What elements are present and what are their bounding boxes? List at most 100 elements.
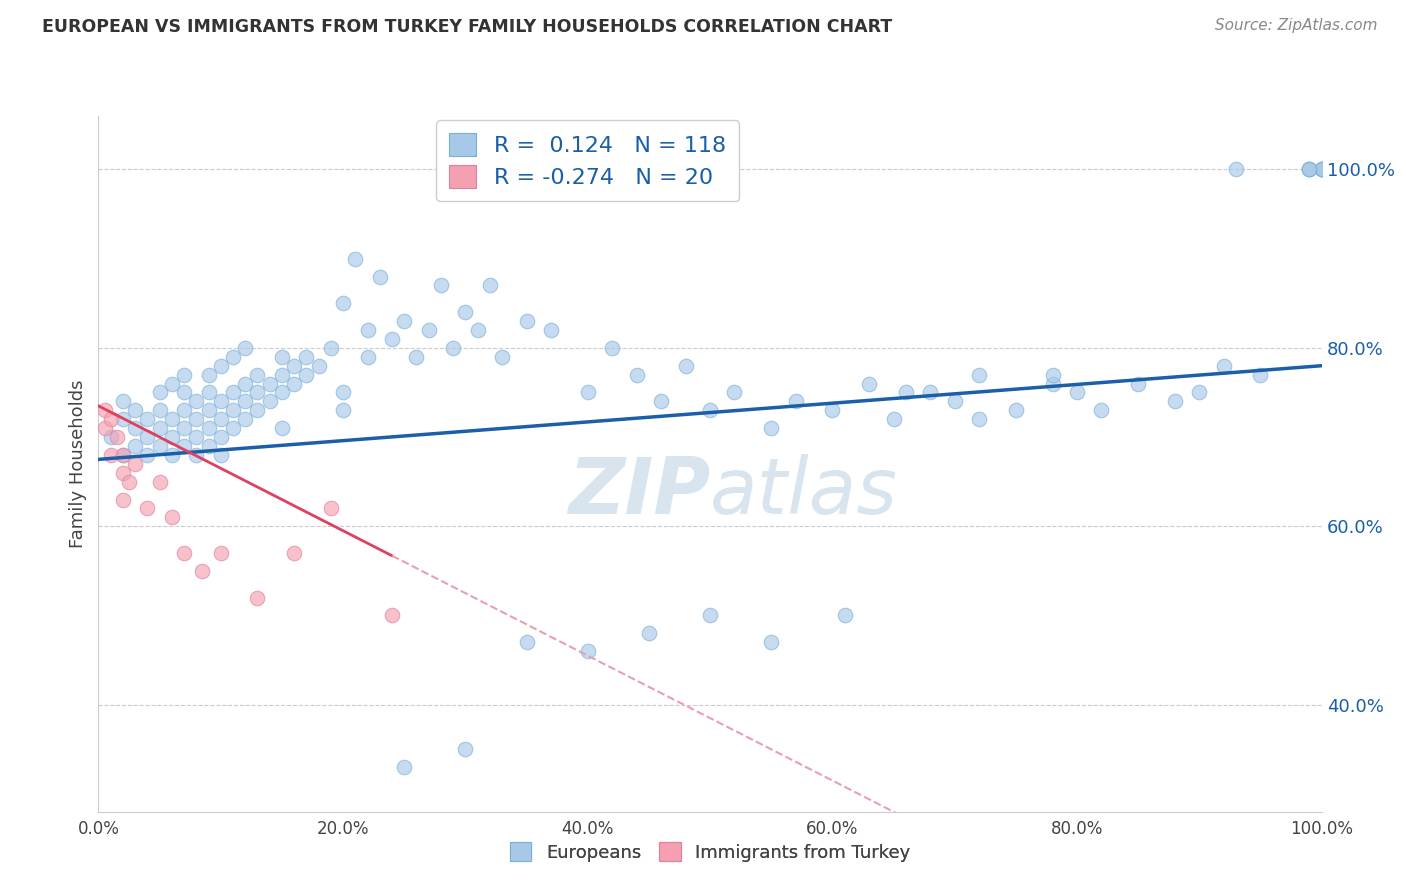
Point — [785, 394, 807, 409]
Point — [222, 403, 245, 417]
Point — [136, 430, 159, 444]
Point — [1090, 403, 1112, 417]
Point — [186, 394, 208, 409]
Point — [149, 439, 172, 453]
Point — [626, 368, 648, 382]
Text: Source: ZipAtlas.com: Source: ZipAtlas.com — [1215, 18, 1378, 33]
Point — [149, 475, 172, 489]
Point — [173, 403, 195, 417]
Point — [454, 305, 477, 319]
Point — [124, 457, 146, 471]
Point — [246, 403, 269, 417]
Point — [160, 412, 183, 426]
Point — [920, 385, 942, 400]
Point — [209, 546, 232, 560]
Point — [1128, 376, 1150, 391]
Point — [638, 626, 661, 640]
Point — [160, 510, 183, 524]
Point — [295, 368, 318, 382]
Point — [124, 421, 146, 435]
Point — [283, 376, 305, 391]
Point — [209, 394, 232, 409]
Point — [222, 385, 245, 400]
Point — [1066, 385, 1088, 400]
Point — [93, 421, 115, 435]
Point — [858, 376, 880, 391]
Point — [222, 421, 245, 435]
Point — [1298, 162, 1320, 177]
Point — [270, 385, 294, 400]
Point — [600, 341, 623, 355]
Point — [270, 368, 294, 382]
Point — [1298, 162, 1320, 177]
Point — [209, 448, 232, 462]
Point — [943, 394, 966, 409]
Point — [650, 394, 672, 409]
Point — [105, 430, 128, 444]
Point — [1310, 162, 1333, 177]
Point — [209, 430, 232, 444]
Point — [136, 412, 159, 426]
Point — [1212, 359, 1234, 373]
Point — [173, 421, 195, 435]
Point — [308, 359, 330, 373]
Point — [723, 385, 745, 400]
Point — [381, 332, 404, 346]
Point — [160, 448, 183, 462]
Point — [430, 278, 453, 293]
Point — [356, 323, 378, 337]
Point — [111, 394, 134, 409]
Point — [576, 385, 599, 400]
Point — [149, 421, 172, 435]
Point — [270, 421, 294, 435]
Point — [405, 350, 427, 364]
Point — [332, 385, 354, 400]
Point — [209, 412, 232, 426]
Point — [356, 350, 378, 364]
Point — [491, 350, 513, 364]
Point — [270, 350, 294, 364]
Point — [1164, 394, 1187, 409]
Point — [111, 466, 134, 480]
Point — [111, 412, 134, 426]
Point — [467, 323, 489, 337]
Point — [149, 403, 172, 417]
Point — [381, 608, 404, 623]
Point — [149, 385, 172, 400]
Point — [100, 448, 122, 462]
Point — [173, 368, 195, 382]
Point — [222, 350, 245, 364]
Point — [967, 368, 990, 382]
Point — [111, 448, 134, 462]
Point — [111, 492, 134, 507]
Point — [233, 412, 256, 426]
Point — [344, 252, 367, 266]
Point — [186, 430, 208, 444]
Point — [186, 448, 208, 462]
Point — [332, 403, 354, 417]
Point — [1004, 403, 1026, 417]
Point — [197, 439, 219, 453]
Point — [1188, 385, 1211, 400]
Point — [259, 394, 281, 409]
Text: EUROPEAN VS IMMIGRANTS FROM TURKEY FAMILY HOUSEHOLDS CORRELATION CHART: EUROPEAN VS IMMIGRANTS FROM TURKEY FAMIL… — [42, 18, 893, 36]
Point — [246, 368, 269, 382]
Point — [100, 430, 122, 444]
Point — [699, 403, 721, 417]
Point — [283, 546, 305, 560]
Point — [883, 412, 905, 426]
Point — [173, 546, 195, 560]
Point — [761, 635, 783, 649]
Point — [1310, 162, 1333, 177]
Point — [124, 439, 146, 453]
Point — [191, 564, 214, 578]
Point — [136, 501, 159, 516]
Point — [283, 359, 305, 373]
Point — [1310, 162, 1333, 177]
Point — [246, 385, 269, 400]
Text: atlas: atlas — [710, 454, 898, 530]
Point — [478, 278, 501, 293]
Point — [160, 376, 183, 391]
Text: ZIP: ZIP — [568, 454, 710, 530]
Point — [100, 412, 122, 426]
